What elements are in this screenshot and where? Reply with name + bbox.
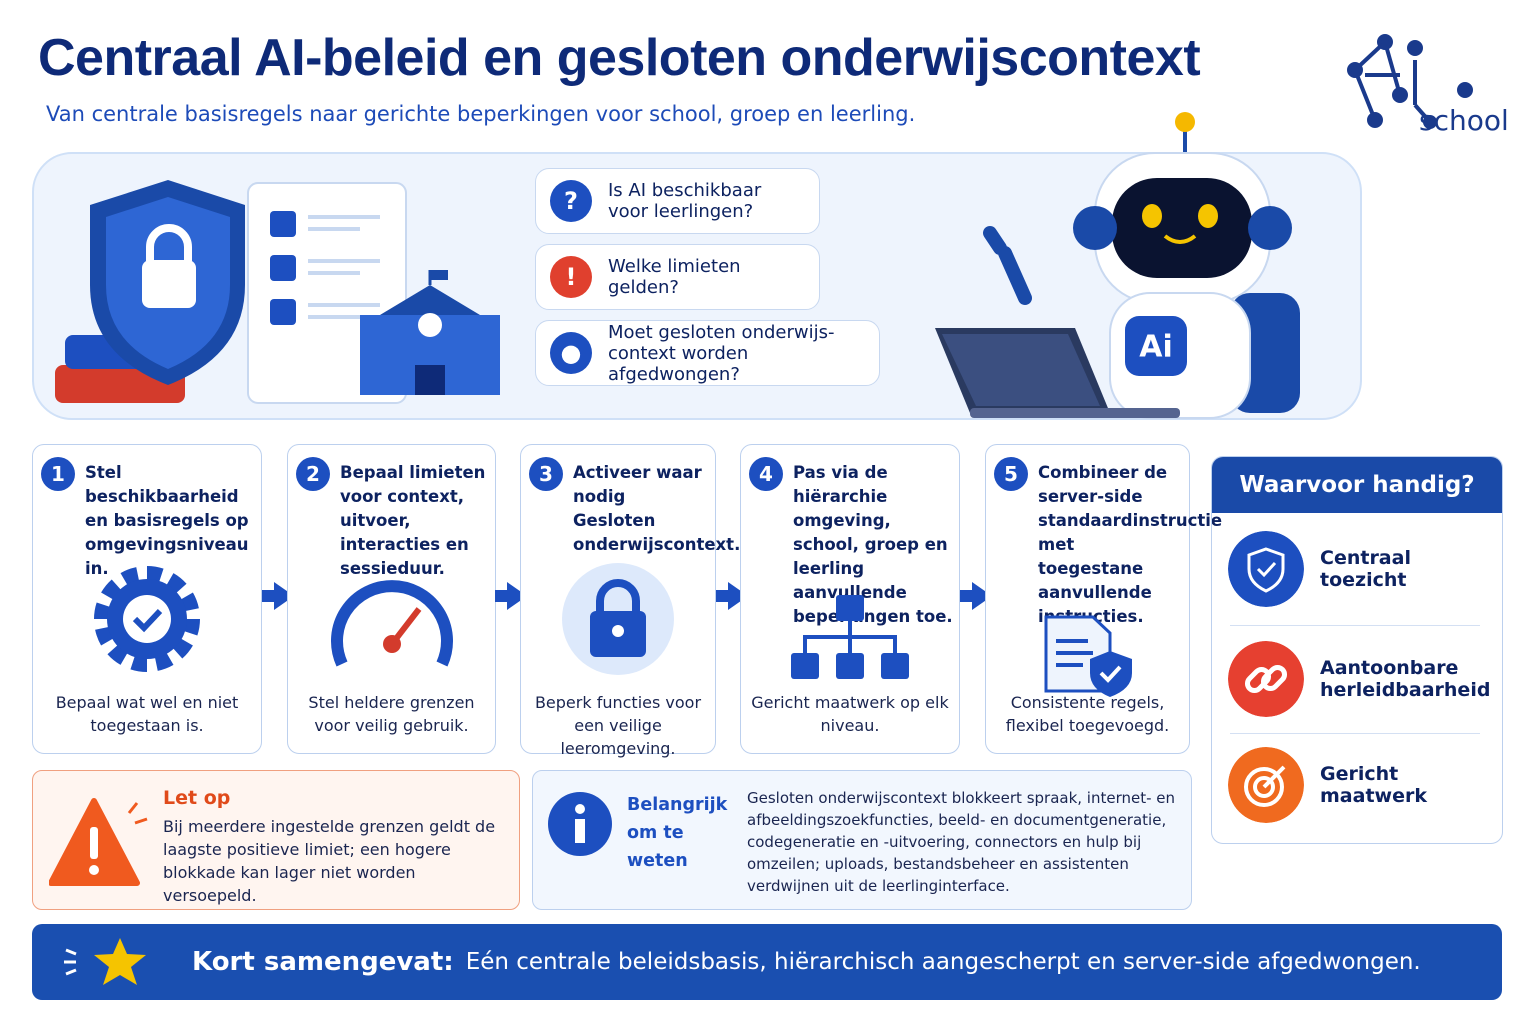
step-card: 3 Activeer waar nodig Gesloten onderwijsc… [520, 444, 741, 758]
question-text: Welke limieten gelden? [608, 256, 741, 298]
benefit-icon [1228, 641, 1304, 717]
logo-sub: school [1419, 104, 1509, 137]
info-icon [548, 792, 612, 856]
question-1: ? Is AI beschikbaar voor leerlingen? [535, 168, 820, 234]
question-2: ! Welke limieten gelden? [535, 244, 820, 310]
summary-star [64, 938, 146, 985]
summary-text: Eén centrale beleidsbasis, hiërarchisch … [465, 949, 1421, 975]
step-icon [94, 566, 200, 672]
summary-label: Kort samengevat: [192, 947, 454, 977]
step-number: 3 [529, 457, 563, 491]
step-caption: Gericht maatwerk op elk niveau. [751, 693, 949, 735]
title: Centraal AI-beleid en gesloten onderwijs… [38, 29, 1201, 87]
step-icon [791, 595, 909, 679]
step-caption: Bepaal wat wel en niet toegestaan is. [55, 693, 239, 735]
info-text: Gesloten onderwijscontext blokkeert spra… [747, 789, 1176, 895]
warning-text: Bij meerdere ingestelde grenzen geldt de… [163, 817, 496, 905]
info-title: Belangrijk om te weten [627, 795, 728, 871]
step-caption: Beperk functies voor een veilige leeromg… [534, 693, 702, 758]
step-number: 1 [41, 457, 75, 491]
benefit-icon [1228, 531, 1304, 607]
robot: Ai [935, 112, 1300, 419]
step-card: 1 Stel beschikbaarheid en basisregels op … [32, 444, 262, 754]
step-text: Stel beschikbaarheid en basisregels op o… [85, 463, 249, 578]
step-card: 2 Bepaal limieten voor context, uitvoer, … [287, 444, 496, 754]
warning-icon [49, 798, 148, 886]
logo: AI school [1347, 34, 1509, 137]
step-number: 2 [296, 457, 330, 491]
summary-bar: Kort samengevat: Eén centrale beleidsbas… [32, 924, 1502, 1000]
benefit: Centraal toezicht [1228, 531, 1488, 607]
benefit-text: Centraal toezicht [1320, 547, 1411, 591]
benefit: Gericht maatwerk [1228, 747, 1488, 823]
warning-box: Let op Bij meerdere ingestelde grenzen g… [32, 770, 520, 910]
subtitle: Van centrale basisregels naar gerichte b… [46, 102, 916, 126]
benefit-icon [1228, 747, 1304, 823]
step-icon [562, 563, 674, 675]
step-text: Combineer de server-side standaardinstru… [1038, 463, 1223, 626]
step-caption: Consistente regels, flexibel toegevoegd. [1005, 693, 1170, 735]
benefit-text: Gericht maatwerk [1320, 763, 1427, 807]
step-text: Pas via de hiërarchie omgeving, school, … [793, 463, 953, 626]
question-3: ● Moet gesloten onderwijs-context worden … [535, 320, 880, 386]
warning-title: Let op [163, 787, 231, 809]
sidebar: Waarvoor handig? Centraal toezicht Aanto… [1211, 456, 1503, 844]
info-box: Belangrijk om te weten Gesloten onderwij… [532, 770, 1192, 910]
benefit: Aantoonbare herleidbaarheid [1228, 641, 1491, 717]
step-icon [1044, 615, 1132, 697]
step-caption: Stel heldere grenzen voor veilig gebruik… [308, 693, 475, 735]
step-number: 4 [749, 457, 783, 491]
step-text: Bepaal limieten voor context, uitvoer, i… [340, 463, 486, 578]
sidebar-title: Waarvoor handig? [1212, 457, 1502, 513]
step-card: 5 Combineer de server-side standaardinstr… [985, 444, 1223, 754]
hero-illustration [55, 180, 500, 404]
step-icon [330, 580, 453, 667]
step-card: 4 Pas via de hiërarchie omgeving, school,… [740, 444, 960, 754]
robot-badge: Ai [1139, 330, 1173, 365]
benefit-text: Aantoonbare herleidbaarheid [1320, 657, 1491, 701]
step-number: 5 [994, 457, 1028, 491]
step-text: Activeer waar nodig Gesloten onderwijsco… [573, 463, 741, 554]
question-text: Is AI beschikbaar voor leerlingen? [608, 180, 762, 222]
question-text: Moet gesloten onderwijs-context worden a… [608, 321, 835, 385]
